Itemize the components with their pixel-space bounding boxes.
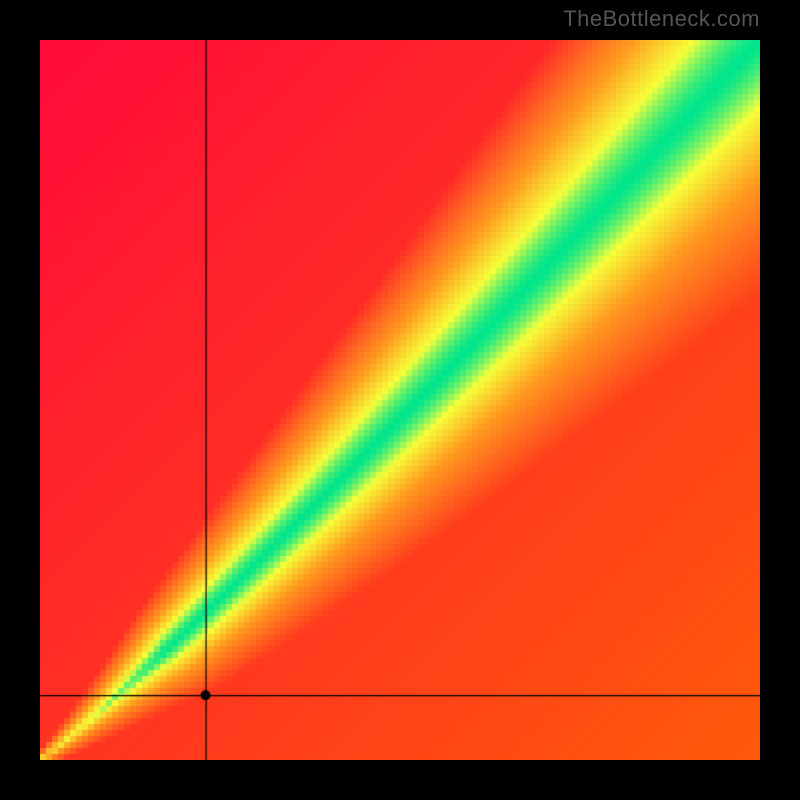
chart-container: TheBottleneck.com — [0, 0, 800, 800]
bottleneck-heatmap — [40, 40, 760, 760]
watermark-text: TheBottleneck.com — [563, 6, 760, 32]
